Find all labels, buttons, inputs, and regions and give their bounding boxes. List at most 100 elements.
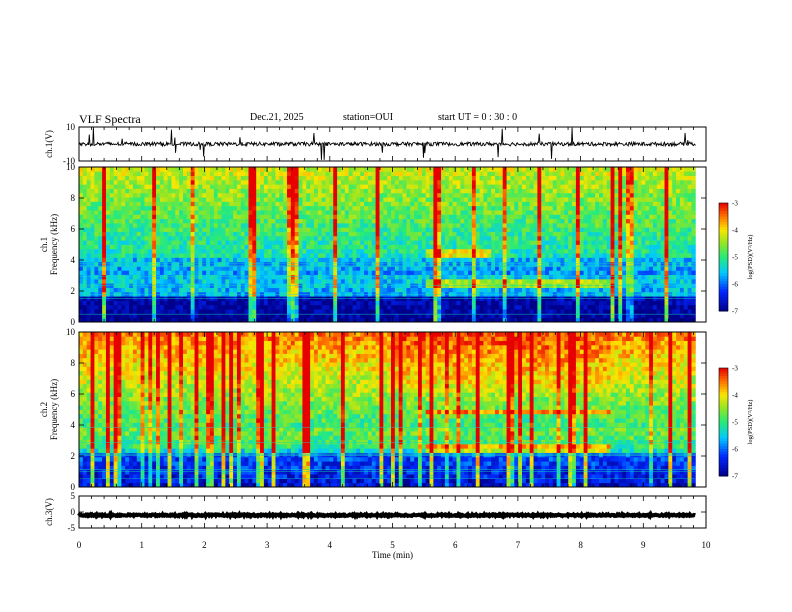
psd-cell — [229, 278, 234, 284]
psd-cell — [209, 197, 215, 202]
psd-cell — [221, 313, 226, 319]
psd-cell — [479, 214, 484, 220]
psd-cell — [498, 231, 504, 237]
psd-cell — [132, 218, 138, 224]
psd-cell — [537, 179, 542, 185]
psd-cell — [140, 192, 145, 198]
psd-cell — [502, 197, 507, 202]
psd-cell — [179, 235, 184, 241]
psd-cell — [545, 192, 550, 198]
psd-cell — [175, 270, 180, 276]
psd-cell — [479, 257, 484, 263]
psd-cell — [117, 235, 122, 241]
psd-cell — [371, 270, 377, 276]
psd-cell — [275, 248, 280, 254]
psd-cell — [136, 313, 142, 319]
psd-cell — [244, 278, 249, 284]
psd-cell — [302, 171, 307, 177]
psd-cell — [348, 309, 353, 314]
psd-cell — [240, 287, 246, 293]
psd-cell — [610, 274, 615, 280]
psd-cell — [109, 210, 115, 215]
psd-cell — [402, 222, 407, 228]
psd-cell — [444, 192, 450, 198]
psd-cell — [487, 270, 492, 276]
psd-cell — [568, 188, 573, 194]
psd-cell — [252, 278, 257, 284]
psd-cell — [125, 257, 130, 263]
psd-cell — [506, 231, 511, 237]
psd-cell — [94, 291, 99, 297]
psd-cell — [144, 214, 149, 220]
psd-cell — [406, 248, 411, 254]
psd-cell — [537, 210, 542, 215]
psd-cell — [387, 266, 392, 271]
psd-cell — [306, 184, 311, 189]
psd-cell — [340, 257, 346, 263]
psd-cell — [568, 175, 573, 181]
psd-cell — [606, 278, 611, 284]
psd-cell — [156, 184, 161, 189]
psd-cell — [391, 253, 396, 258]
psd-cell — [402, 179, 407, 185]
psd-cell — [402, 291, 407, 297]
psd-cell — [179, 167, 184, 172]
psd-cell — [152, 270, 157, 276]
psd-cell — [587, 218, 592, 224]
psd-cell — [175, 313, 180, 319]
psd-cell — [437, 270, 442, 276]
psd-cell — [175, 179, 180, 185]
psd-cell — [298, 210, 303, 215]
psd-cell — [483, 188, 488, 194]
psd-cell — [529, 309, 534, 314]
psd-cell — [290, 201, 296, 207]
psd-cell — [229, 300, 234, 306]
psd-cell — [572, 210, 577, 215]
psd-cell — [148, 270, 153, 276]
psd-cell — [244, 205, 249, 211]
psd-cell — [313, 192, 319, 198]
psd-cell — [391, 235, 396, 241]
psd-cell — [244, 184, 249, 189]
psd-cell — [548, 184, 554, 189]
psd-cell — [248, 227, 253, 232]
psd-cell — [587, 309, 592, 314]
psd-cell — [356, 231, 361, 237]
psd-cell — [86, 171, 91, 177]
psd-cell — [506, 210, 511, 215]
psd-cell — [575, 313, 581, 319]
psd-cell — [333, 167, 338, 172]
psd-cell — [236, 171, 242, 177]
psd-cell — [302, 270, 307, 276]
psd-cell — [313, 257, 319, 263]
psd-cell — [179, 287, 184, 293]
psd-cell — [491, 278, 496, 284]
psd-cell — [437, 205, 442, 211]
psd-cell — [421, 313, 427, 319]
psd-cell — [522, 167, 527, 172]
psd-cell — [90, 244, 95, 250]
psd-cell — [152, 179, 157, 185]
psd-cell — [202, 244, 207, 250]
psd-cell — [329, 274, 334, 280]
psd-cell — [352, 201, 357, 207]
psd-cell — [529, 274, 534, 280]
psd-cell — [206, 201, 211, 207]
psd-cell — [290, 291, 296, 297]
psd-cell — [429, 192, 434, 198]
psd-cell — [471, 244, 477, 250]
psd-cell — [244, 300, 249, 306]
psd-cell — [183, 274, 188, 280]
psd-cell — [183, 317, 188, 323]
psd-cell — [425, 317, 430, 323]
psd-cell — [371, 274, 377, 280]
psd-cell — [525, 235, 531, 241]
psd-cell — [252, 244, 257, 250]
psd-cell — [302, 231, 307, 237]
psd-cell — [125, 244, 130, 250]
psd-cell — [391, 300, 396, 306]
psd-cell — [109, 291, 115, 297]
psd-cell — [260, 171, 265, 177]
psd-cell — [306, 304, 311, 310]
psd-cell — [587, 253, 592, 258]
